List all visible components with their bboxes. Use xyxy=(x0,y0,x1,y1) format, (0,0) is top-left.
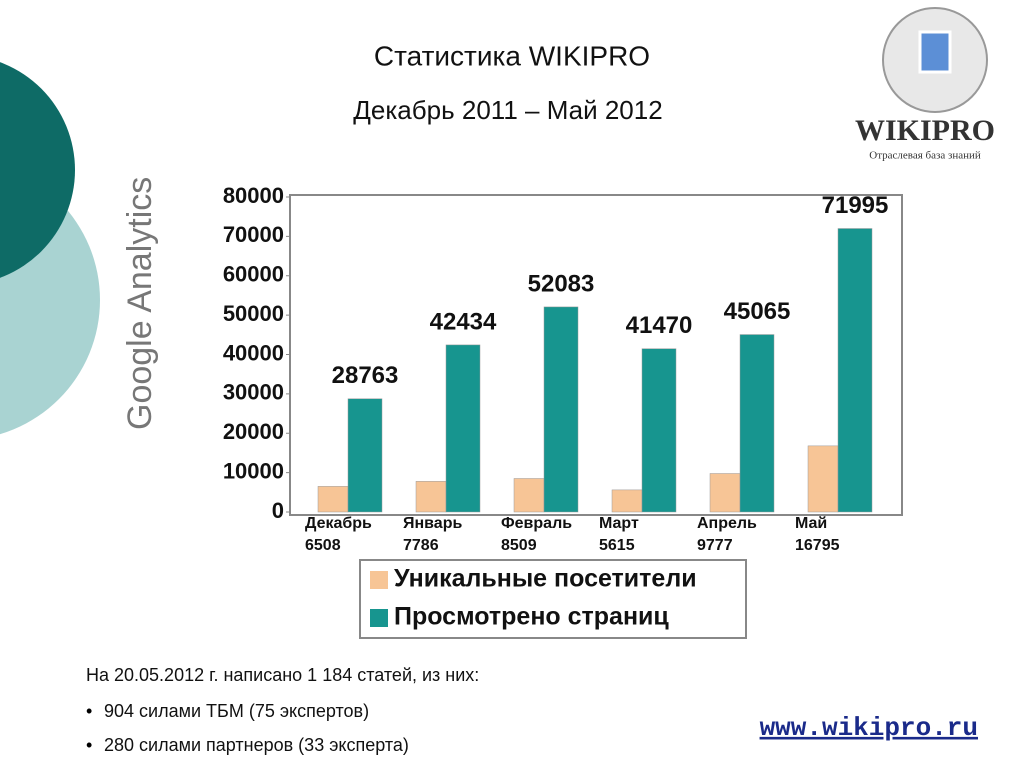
note: На 20.05.2012 г. написано 1 184 статей, … xyxy=(86,665,479,685)
x-tick-label: Декабрь xyxy=(305,515,372,532)
y-tick-label: 10000 xyxy=(223,458,284,483)
data-label: 7786 xyxy=(403,537,439,554)
data-label: 71995 xyxy=(822,192,889,219)
legend-label: Уникальные посетители xyxy=(394,565,697,593)
legend-box xyxy=(359,559,747,639)
x-tick-label: Январь xyxy=(403,515,462,532)
bar xyxy=(641,348,677,513)
data-label: 9777 xyxy=(697,537,733,554)
data-label: 45065 xyxy=(724,298,791,325)
y-tick-label: 70000 xyxy=(223,222,284,247)
bar xyxy=(513,478,545,513)
side-label: Google Analytics xyxy=(121,177,159,430)
logo-subtitle: Отраслевая база знаний xyxy=(869,150,981,162)
data-label: 52083 xyxy=(528,270,595,297)
y-tick-label: 30000 xyxy=(223,380,284,405)
bar xyxy=(739,334,775,513)
x-tick-label: Февраль xyxy=(501,515,572,532)
legend-swatch xyxy=(370,571,388,589)
bar xyxy=(317,486,349,513)
data-label: 42434 xyxy=(430,308,497,335)
decor-circle xyxy=(0,62,75,278)
legend-label: Просмотрено страниц xyxy=(394,603,669,631)
y-tick-label: 60000 xyxy=(223,262,284,287)
bullet: 904 силами ТБМ (75 экспертов) xyxy=(104,701,369,721)
bar xyxy=(611,489,643,513)
logo-window xyxy=(918,30,952,74)
y-tick-label: 40000 xyxy=(223,340,284,365)
bar xyxy=(347,398,383,513)
plot-frame xyxy=(289,194,903,516)
bar xyxy=(837,228,873,513)
data-label: 6508 xyxy=(305,537,341,554)
y-tick-label: 50000 xyxy=(223,301,284,326)
chart-subtitle: Декабрь 2011 – Май 2012 xyxy=(353,95,662,125)
bullet-dot: • xyxy=(86,735,92,755)
data-label: 28763 xyxy=(332,362,399,389)
chart-title: Статистика WIKIPRO xyxy=(374,40,650,71)
y-tick-label: 0 xyxy=(272,498,284,523)
data-label: 16795 xyxy=(795,537,840,554)
y-tick-label: 20000 xyxy=(223,419,284,444)
bar xyxy=(543,306,579,513)
y-tick-label: 80000 xyxy=(223,183,284,208)
data-label: 5615 xyxy=(599,537,635,554)
bullet-dot: • xyxy=(86,701,92,721)
bar xyxy=(445,344,481,513)
data-label: 8509 xyxy=(501,537,537,554)
x-tick-label: Май xyxy=(795,515,827,532)
x-tick-label: Март xyxy=(599,515,639,532)
logo-title: WIKIPRO xyxy=(855,114,995,147)
bar xyxy=(415,481,447,513)
bar xyxy=(807,445,839,513)
url[interactable]: www.wikipro.ru xyxy=(760,713,978,743)
bar xyxy=(709,473,741,513)
legend-swatch xyxy=(370,609,388,627)
data-label: 41470 xyxy=(626,312,693,339)
x-tick-label: Апрель xyxy=(697,515,757,532)
bullet: 280 силами партнеров (33 эксперта) xyxy=(104,735,409,755)
